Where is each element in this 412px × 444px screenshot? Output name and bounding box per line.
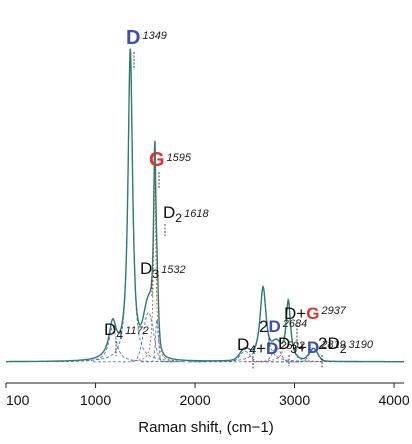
peak-subscript: 2 <box>340 342 347 356</box>
peak-band-symbol: + <box>297 338 307 357</box>
peak-band-symbol: D <box>284 304 296 323</box>
x-tick-label: 4000 <box>378 392 409 408</box>
peak-band-symbol: G <box>149 149 165 171</box>
peak-subscript: 3 <box>290 342 297 356</box>
peak-annotation-label: G 1595 <box>149 149 192 171</box>
peak-band-symbol: 2D <box>318 334 340 353</box>
peak-subscript: 4 <box>116 328 123 342</box>
fit-component-peak <box>130 178 179 362</box>
peak-subscript: 3 <box>152 267 159 281</box>
peak-annotation-label: 2D 2684 <box>259 317 307 336</box>
x-tick-label: 2000 <box>179 392 210 408</box>
peak-band-symbol: D <box>126 27 140 49</box>
peak-position-number: 1595 <box>167 152 192 164</box>
x-tick-label: 3000 <box>279 392 310 408</box>
x-axis-ticks: 100 1000 2000 3000 4000 <box>5 383 410 408</box>
peak-band-symbol: + <box>296 304 306 323</box>
peak-position-number: 2684 <box>282 318 307 330</box>
peak-band-symbol: D <box>163 203 175 222</box>
peak-band-symbol: D <box>268 317 280 336</box>
peak-annotation: D2 1618 <box>163 203 209 236</box>
peak-band-symbol: D <box>278 334 290 353</box>
peak-annotation: 2D2 3190 <box>318 334 374 368</box>
peak-position-number: 2502 <box>279 340 304 352</box>
x-tick-label: 100 <box>6 392 30 408</box>
peak-band-symbol: + <box>256 339 266 358</box>
peak-band-symbol: D <box>104 320 116 339</box>
peak-position-number: 1532 <box>161 264 185 276</box>
peak-band-symbol: G <box>306 304 319 323</box>
fit-component-peak <box>86 51 175 362</box>
peak-annotation-label: D 1349 <box>126 27 167 49</box>
peak-annotation-label: D2 1618 <box>163 203 209 225</box>
peak-annotation-label: D4+D 2502 <box>237 335 305 358</box>
peak-band-symbol: 2 <box>259 317 268 336</box>
peak-annotation: G 1595 <box>149 149 192 188</box>
peak-annotation-label: D3 1532 <box>140 259 186 281</box>
peak-subscript: 4 <box>249 343 256 357</box>
peak-annotation-label: D3+D 2819 <box>278 334 346 357</box>
peak-band-symbol: D <box>237 335 249 354</box>
peak-annotation: D3 1532 <box>140 259 186 296</box>
fit-component-peak <box>141 319 173 363</box>
x-axis-label: Raman shift, (cm−1) <box>138 419 273 436</box>
peak-annotation: D 1349 <box>126 27 167 70</box>
peak-band-symbol: D <box>307 338 319 357</box>
peak-annotation: D4 1172 <box>104 320 149 356</box>
peak-annotation-label: 2D2 3190 <box>318 334 374 356</box>
peak-annotation: D3+D 2819 <box>278 334 346 366</box>
peak-position-number: 2819 <box>320 339 345 351</box>
peak-subscript: 2 <box>175 211 182 225</box>
peak-position-number: 2937 <box>320 305 346 317</box>
peak-annotation: D4+D 2502 <box>237 335 305 370</box>
peak-position-number: 1349 <box>142 30 166 42</box>
spectrum-curves <box>6 48 404 363</box>
peak-annotation-label: D4 1172 <box>104 320 149 342</box>
x-tick-label: 1000 <box>80 392 111 408</box>
peak-position-number: 1172 <box>125 325 149 337</box>
peak-position-number: 1618 <box>184 208 209 220</box>
measured-spectrum-line <box>6 48 404 363</box>
peak-band-symbol: D <box>140 259 152 278</box>
peak-band-symbol: D <box>266 339 278 358</box>
peak-annotation-label: D+G 2937 <box>284 304 347 323</box>
peak-position-number: 3190 <box>349 339 374 351</box>
peak-annotation: D+G 2937 <box>284 304 347 350</box>
peak-annotation: 2D 2684 <box>259 317 307 350</box>
